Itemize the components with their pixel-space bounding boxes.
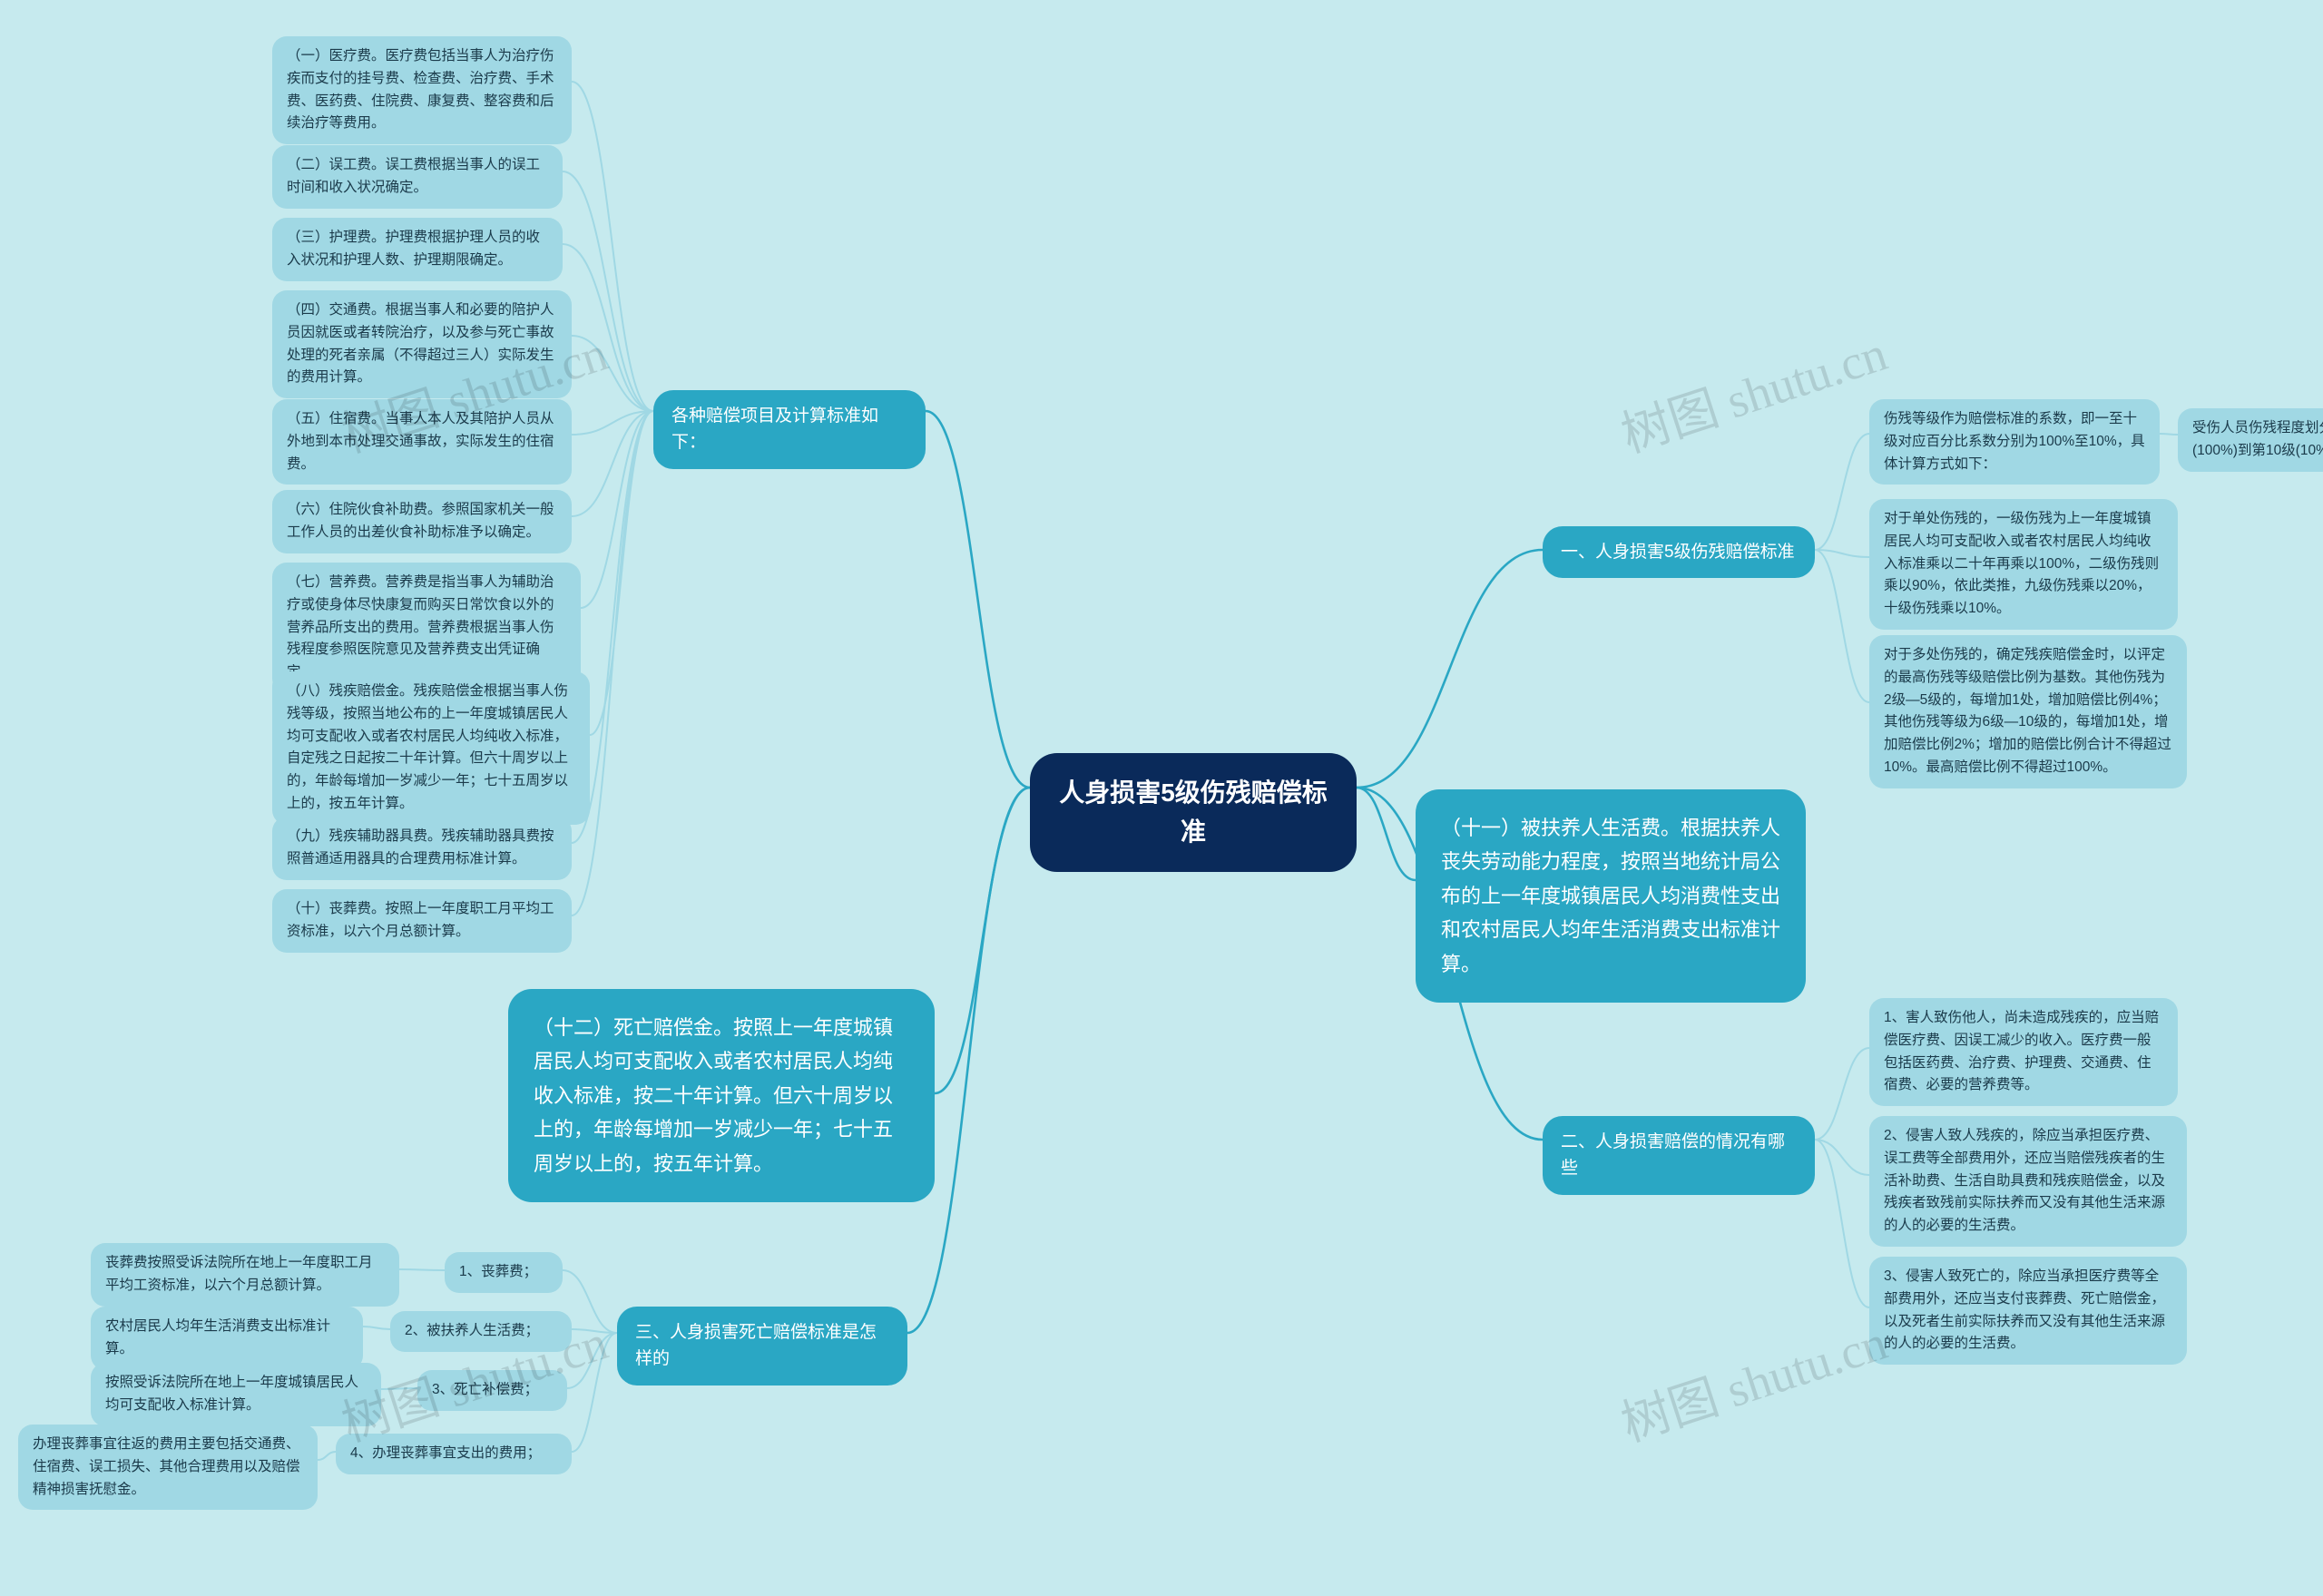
mindmap-node: 各种赔偿项目及计算标准如下： xyxy=(653,390,926,469)
mindmap-node: （三）护理费。护理费根据护理人员的收入状况和护理人数、护理期限确定。 xyxy=(272,218,563,281)
mindmap-node: 对于多处伤残的，确定残疾赔偿金时，以评定的最高伤残等级赔偿比例为基数。其他伤残为… xyxy=(1869,635,2187,788)
mindmap-edge xyxy=(1357,550,1543,788)
mindmap-node: 丧葬费按照受诉法院所在地上一年度职工月平均工资标准，以六个月总额计算。 xyxy=(91,1243,399,1307)
mindmap-node: 按照受诉法院所在地上一年度城镇居民人均可支配收入标准计算。 xyxy=(91,1363,381,1426)
mindmap-node: 人身损害5级伤残赔偿标准 xyxy=(1030,753,1357,872)
mindmap-node: （十一）被扶养人生活费。根据扶养人丧失劳动能力程度，按照当地统计局公布的上一年度… xyxy=(1416,789,1806,1003)
mindmap-edge xyxy=(1815,1048,1869,1140)
mindmap-node: 伤残等级作为赔偿标准的系数，即一至十级对应百分比系数分别为100%至10%，具体… xyxy=(1869,399,2160,485)
mindmap-node: 一、人身损害5级伤残赔偿标准 xyxy=(1543,526,1815,578)
mindmap-node: 受伤人员伤残程度划分为10级，从第1级(100%)到第10级(10%)，每级相差… xyxy=(2178,408,2323,472)
mindmap-node: （二）误工费。误工费根据当事人的误工时间和收入状况确定。 xyxy=(272,145,563,209)
mindmap-node: （九）残疾辅助器具费。残疾辅助器具费按照普通适用器具的合理费用标准计算。 xyxy=(272,817,572,880)
mindmap-node: 3、死亡补偿费； xyxy=(417,1370,567,1411)
mindmap-node: 1、丧葬费； xyxy=(445,1252,563,1293)
mindmap-node: 2、侵害人致人残疾的，除应当承担医疗费、误工费等全部费用外，还应当赔偿残疾者的生… xyxy=(1869,1116,2187,1247)
mindmap-edge xyxy=(1815,434,1869,550)
mindmap-edge xyxy=(381,1388,417,1389)
mindmap-node: （四）交通费。根据当事人和必要的陪护人员因就医或者转院治疗，以及参与死亡事故处理… xyxy=(272,290,572,398)
mindmap-edge xyxy=(2160,434,2178,435)
mindmap-node: 对于单处伤残的，一级伤残为上一年度城镇居民人均可支配收入或者农村居民人均纯收入标… xyxy=(1869,499,2178,630)
mindmap-edge xyxy=(318,1452,336,1460)
mindmap-node: 三、人身损害死亡赔偿标准是怎样的 xyxy=(617,1307,907,1385)
mindmap-edge xyxy=(399,1269,445,1270)
mindmap-node: 3、侵害人致死亡的，除应当承担医疗费等全部费用外，还应当支付丧葬费、死亡赔偿金，… xyxy=(1869,1257,2187,1365)
mindmap-node: （一）医疗费。医疗费包括当事人为治疗伤疾而支付的挂号费、检查费、治疗费、手术费、… xyxy=(272,36,572,144)
mindmap-edge xyxy=(1815,1140,1869,1307)
mindmap-edge xyxy=(563,244,653,411)
mindmap-node: 二、人身损害赔偿的情况有哪些 xyxy=(1543,1116,1815,1195)
mindmap-edge xyxy=(590,411,653,735)
mindmap-node: 办理丧葬事宜往返的费用主要包括交通费、住宿费、误工损失、其他合理费用以及赔偿精神… xyxy=(18,1425,318,1510)
mindmap-edge xyxy=(567,1333,617,1388)
mindmap-node: 2、被扶养人生活费； xyxy=(390,1311,572,1352)
mindmap-node: （十二）死亡赔偿金。按照上一年度城镇居民人均可支配收入或者农村居民人均纯收入标准… xyxy=(508,989,935,1202)
mindmap-node: （六）住院伙食补助费。参照国家机关一般工作人员的出差伙食补助标准予以确定。 xyxy=(272,490,572,553)
mindmap-node: 4、办理丧葬事宜支出的费用； xyxy=(336,1434,572,1474)
mindmap-edge xyxy=(926,411,1030,788)
mindmap-edge xyxy=(572,411,653,915)
mindmap-edge xyxy=(363,1327,390,1329)
mindmap-node: （十）丧葬费。按照上一年度职工月平均工资标准，以六个月总额计算。 xyxy=(272,889,572,953)
mindmap-node: 农村居民人均年生活消费支出标准计算。 xyxy=(91,1307,363,1370)
mindmap-node: （五）住宿费。当事人本人及其陪护人员从外地到本市处理交通事故，实际发生的住宿费。 xyxy=(272,399,572,485)
mindmap-node: 1、害人致伤他人，尚未造成残疾的，应当赔偿医疗费、因误工减少的收入。医疗费一般包… xyxy=(1869,998,2178,1106)
mindmap-node: （八）残疾赔偿金。残疾赔偿金根据当事人伤残等级，按照当地公布的上一年度城镇居民人… xyxy=(272,671,590,825)
mindmap-edge xyxy=(572,1333,617,1452)
mindmap-edge xyxy=(572,82,653,411)
mindmap-edge xyxy=(1815,550,1869,702)
